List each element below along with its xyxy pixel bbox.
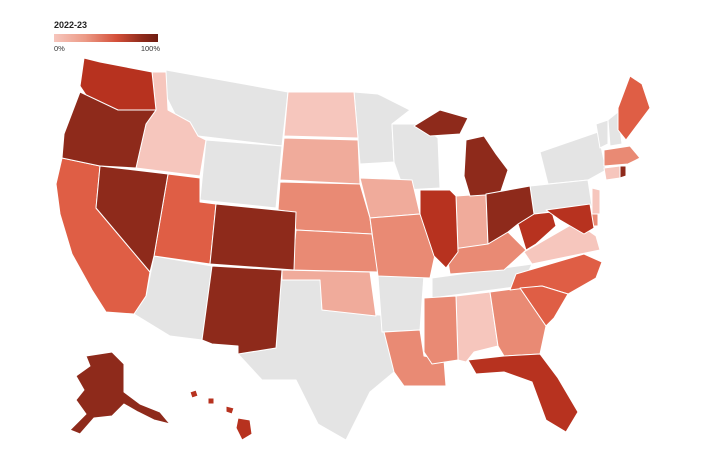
state-vermont[interactable] [595,119,609,149]
legend: 2022-23 0% 100% [54,20,160,53]
state-hawaii-oahu[interactable] [207,397,215,405]
state-wyoming[interactable] [199,139,283,209]
legend-max-label: 100% [140,44,160,53]
legend-scale-labels: 0% 100% [54,44,160,53]
legend-title: 2022-23 [54,20,88,30]
state-connecticut[interactable] [603,165,621,181]
state-maine[interactable] [617,75,651,141]
state-alaska[interactable] [69,351,171,435]
state-north-dakota[interactable] [283,91,359,139]
state-colorado[interactable] [209,203,297,271]
state-south-dakota[interactable] [279,137,361,185]
state-mississippi[interactable] [423,295,459,365]
state-missouri[interactable] [369,213,437,279]
state-new-york[interactable] [539,131,607,185]
state-hawaii-kauai[interactable] [189,389,199,399]
state-arkansas[interactable] [377,273,425,333]
legend-color-scale [54,34,158,42]
state-new-jersey[interactable] [591,187,601,215]
state-rhode-island[interactable] [619,165,627,179]
state-north-carolina[interactable] [509,253,603,295]
state-hawaii-maui[interactable] [225,405,235,415]
state-massachusetts[interactable] [603,145,641,167]
state-indiana[interactable] [455,193,489,253]
state-hawaii-big-island[interactable] [235,417,253,441]
state-florida[interactable] [467,353,579,433]
state-michigan-upper[interactable] [413,109,469,137]
state-illinois[interactable] [419,189,459,269]
state-louisiana[interactable] [383,329,447,387]
state-south-carolina[interactable] [519,285,569,327]
state-oregon[interactable] [61,91,157,169]
state-iowa[interactable] [359,177,421,219]
state-nevada[interactable] [95,165,169,273]
legend-min-label: 0% [54,44,65,53]
state-ohio[interactable] [485,185,535,245]
state-michigan-lower[interactable] [463,135,509,197]
state-maryland[interactable] [545,203,595,235]
state-new-mexico[interactable] [201,265,283,355]
state-kansas[interactable] [291,229,379,273]
